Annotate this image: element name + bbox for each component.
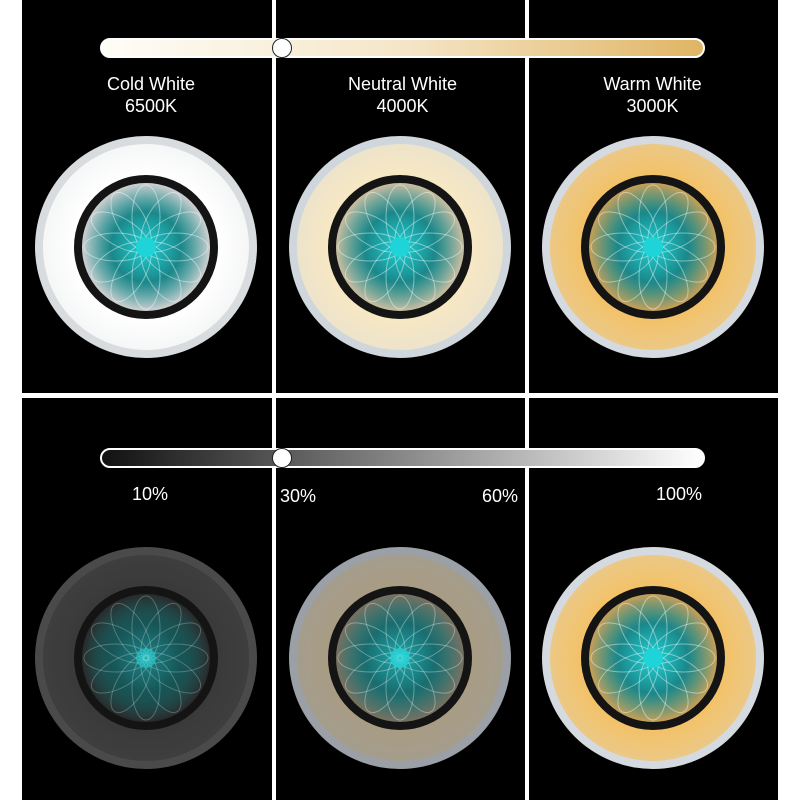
lamp-core <box>390 648 410 668</box>
warm-white-name: Warm White <box>603 74 702 94</box>
lamp-core <box>390 237 410 257</box>
lamp-neutral-white <box>289 136 511 358</box>
lamp-cold-white <box>35 136 257 358</box>
brightness-label-10: 10% <box>131 484 169 504</box>
color-temperature-slider[interactable] <box>100 38 705 58</box>
neutral-white-kelvin: 4000K <box>376 96 429 116</box>
brightness-label-60: 60% <box>481 486 519 506</box>
brightness-slider[interactable] <box>100 448 705 468</box>
cold-white-kelvin: 6500K <box>124 96 178 116</box>
lamp-core <box>643 237 663 257</box>
lamp-brightness-30 <box>289 547 511 769</box>
brightness-label-100: 100% <box>655 484 703 504</box>
warm-white-label: Warm White 3000K <box>585 73 720 117</box>
brightness-label-30: 30% <box>279 486 317 506</box>
lamp-core <box>136 648 156 668</box>
lamp-core <box>136 237 156 257</box>
lamp-brightness-10 <box>35 547 257 769</box>
lamp-warm-white <box>542 136 764 358</box>
cold-white-label: Cold White 6500K <box>86 73 216 117</box>
cold-white-name: Cold White <box>106 74 196 94</box>
neutral-white-label: Neutral White 4000K <box>330 73 475 117</box>
neutral-white-name: Neutral White <box>347 74 458 94</box>
brightness-slider-knob[interactable] <box>271 448 292 468</box>
color-temperature-slider-knob[interactable] <box>271 38 292 58</box>
lamp-core <box>643 648 663 668</box>
lamp-brightness-100 <box>542 547 764 769</box>
warm-white-kelvin: 3000K <box>626 96 679 116</box>
